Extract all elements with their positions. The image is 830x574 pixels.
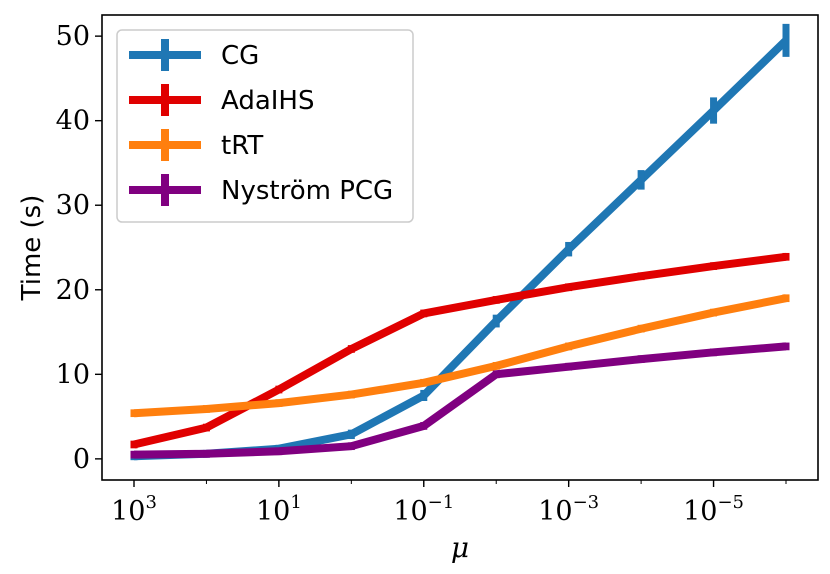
legend-entry: CG [129,39,259,71]
series-1 [130,252,790,449]
series-2 [130,294,790,418]
series-line [133,294,787,418]
legend-entry: AdaIHS [129,84,315,116]
x-axis-label: μ [451,531,469,564]
x-tick-label: 10−3 [538,492,599,527]
legend-label: tRT [221,131,263,161]
x-tick-label: 103 [111,492,157,527]
axes-layer: 0 10 20 30 40 50 103 101 10−1 10−3 10−5 μ Time (s) [17,14,819,564]
y-tick-label: 50 [56,21,90,52]
legend-entry: tRT [129,129,263,161]
x-tick-label: 10−5 [683,492,744,527]
series-3 [130,342,790,459]
series-line [133,252,787,449]
plot-frame [101,14,819,481]
y-tick-label: 10 [56,359,90,390]
legend: CG AdaIHS tRT Nyström PCG [116,29,414,223]
y-tick-label: 30 [56,190,90,221]
y-tick-label: 20 [56,275,90,306]
legend-label: CG [221,41,259,71]
legend-box [116,29,414,223]
y-axis-label: Time (s) [17,195,47,302]
legend-label: Nyström PCG [221,176,393,206]
series-layer [130,23,790,461]
y-tick-label: 0 [73,444,90,475]
series-line [133,342,787,459]
x-tick-label: 101 [256,492,302,527]
x-tick-label: 10−1 [393,492,454,527]
y-tick-label: 40 [56,106,90,137]
legend-entry: Nyström PCG [129,174,393,206]
legend-label: AdaIHS [221,86,315,116]
